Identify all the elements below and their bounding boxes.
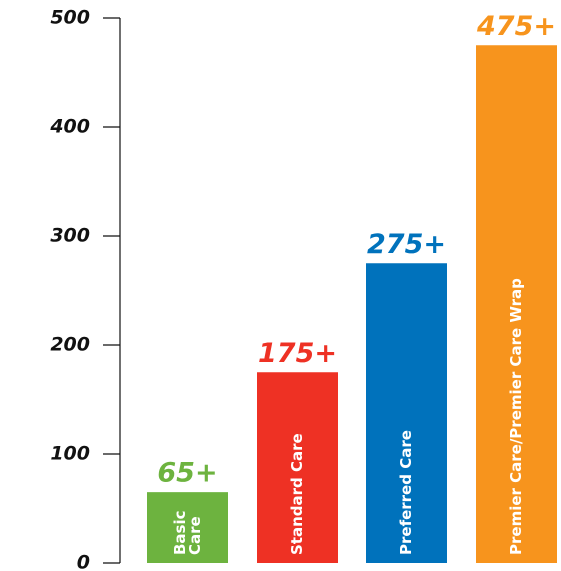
value-label: 175+ — [258, 338, 337, 369]
bar — [476, 45, 557, 563]
bar — [147, 492, 228, 563]
value-label: 475+ — [476, 11, 556, 42]
y-tick-label: 500 — [50, 7, 90, 29]
x-tick-label: Preferred Care — [397, 430, 415, 555]
value-label: 275+ — [367, 229, 446, 260]
bar — [257, 372, 338, 563]
x-tick-label: Premier Care/Premier Care Wrap — [507, 278, 525, 555]
x-tick-label: BasicCare — [171, 510, 204, 555]
y-tick-label: 400 — [49, 116, 90, 138]
y-tick-label: 100 — [50, 443, 90, 465]
value-label: 65+ — [157, 458, 217, 489]
x-tick-label: Standard Care — [288, 433, 306, 555]
y-tick-label: 200 — [50, 334, 90, 356]
bar — [366, 263, 447, 563]
y-tick-label: 300 — [50, 225, 90, 247]
y-tick-label: 0 — [77, 552, 90, 571]
